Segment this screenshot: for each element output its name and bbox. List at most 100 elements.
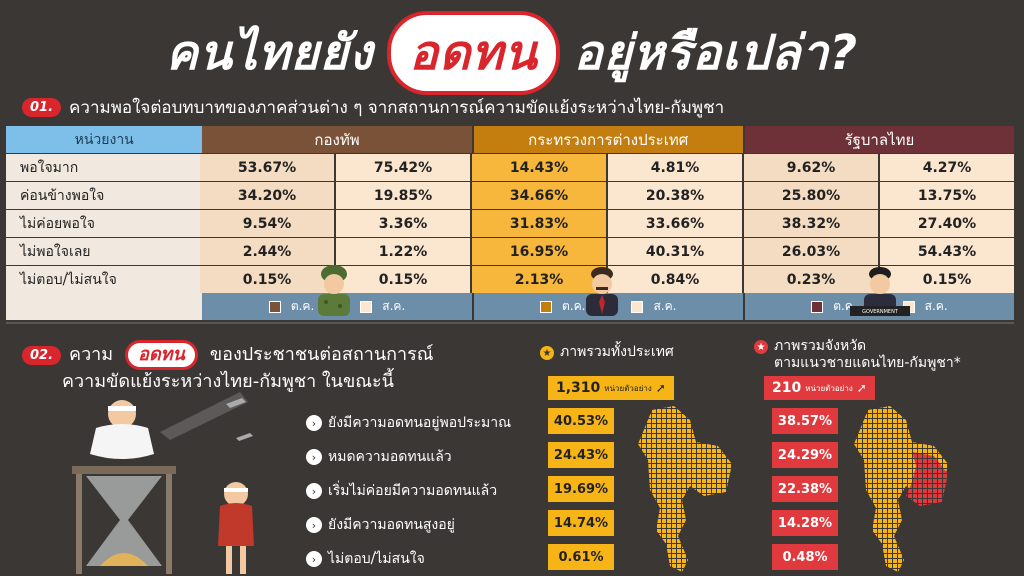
star-icon: ★ bbox=[754, 340, 768, 354]
section2-number: 02. bbox=[22, 345, 62, 365]
cursor-icon: ➚ bbox=[856, 381, 867, 395]
national-value: 24.43% bbox=[548, 442, 614, 468]
section2-title-highlight: อดทน bbox=[125, 340, 198, 370]
legend-swatch-a bbox=[268, 300, 281, 313]
border-value: 38.57% bbox=[772, 408, 838, 434]
value-cell: 2.44% bbox=[200, 238, 334, 265]
section1-title: ความพอใจต่อบทบาทของภาคส่วนต่าง ๆ จากสถาน… bbox=[69, 98, 725, 118]
section2-title-line2: ความขัดแย้งระหว่างไทย-กัมพูชา ในขณะนี้ bbox=[62, 371, 394, 392]
section2-header: 02. ความ อดทน ของประชาชนต่อสถานการณ์ bbox=[22, 340, 434, 370]
value-cell: 19.85% bbox=[336, 182, 470, 209]
value-cell: 34.66% bbox=[472, 182, 606, 209]
national-value: 0.61% bbox=[548, 544, 614, 570]
value-cell: 0.15% bbox=[200, 266, 334, 293]
satisfaction-table: หน่วยงาน กองทัพ กระทรวงการต่างประเทศ รัฐ… bbox=[6, 126, 1015, 320]
value-cell: 38.32% bbox=[744, 210, 878, 237]
group-cells: 0.23% 0.15% bbox=[744, 266, 1014, 293]
national-value: 14.74% bbox=[548, 510, 614, 536]
value-cell: 31.83% bbox=[472, 210, 606, 237]
legend-swatch-a bbox=[811, 300, 824, 313]
border-sample: 210 bbox=[772, 380, 802, 396]
legend-label-a: ต.ค. bbox=[290, 299, 315, 313]
value-cell: 25.80% bbox=[744, 182, 878, 209]
chevron-right-icon: › bbox=[306, 551, 322, 567]
national-value: 19.69% bbox=[548, 476, 614, 502]
list-item: › ยังมีความอดทนอยู่พอประมาณ bbox=[306, 408, 554, 438]
border-values: 38.57% 24.29% 22.38% 14.28% 0.48% bbox=[772, 408, 838, 576]
value-cell: 26.03% bbox=[744, 238, 878, 265]
row-label: พอใจมาก bbox=[6, 154, 200, 181]
header-label: หน่วยงาน bbox=[6, 126, 203, 153]
row-label: ไม่ตอบ/ไม่สนใจ bbox=[6, 266, 200, 293]
list-item: › หมดความอดทนแล้ว bbox=[306, 442, 554, 472]
border-label-2: ตามแนวชายแดนไทย-กัมพูชา* bbox=[774, 355, 961, 371]
diplomat-icon bbox=[586, 267, 618, 316]
border-sample-unit: หน่วยตัวอย่าง bbox=[805, 383, 853, 393]
group-cells: 2.44% 1.22% bbox=[200, 238, 470, 265]
table-row: ค่อนข้างพอใจ 34.20% 19.85% 34.66% 20.38% 25.8… bbox=[6, 182, 1014, 209]
row-label: ไม่ค่อยพอใจ bbox=[6, 210, 200, 237]
table-header-row: หน่วยงาน กองทัพ กระทรวงการต่างประเทศ รัฐ… bbox=[6, 126, 1015, 153]
row-label: ค่อนข้างพอใจ bbox=[6, 182, 200, 209]
value-cell: 0.15% bbox=[336, 266, 470, 293]
header-foreign-ministry: กระทรวงการต่างประเทศ bbox=[473, 126, 743, 153]
national-header: ★ ภาพรวมทั้งประเทศ bbox=[540, 344, 674, 361]
main-title: คนไทยยัง อดทน อยู่หรือเปล่า? bbox=[0, 11, 1024, 95]
group-cells: 53.67% 75.42% bbox=[200, 154, 470, 181]
border-value: 22.38% bbox=[772, 476, 838, 502]
national-sample-box: 1,310 หน่วยตัวอย่าง ➚ bbox=[548, 376, 674, 400]
thailand-map-national-icon bbox=[638, 406, 732, 572]
value-cell: 16.95% bbox=[472, 238, 606, 265]
legend-swatch-b bbox=[631, 300, 644, 313]
group-cells: 2.13% 0.84% bbox=[472, 266, 742, 293]
value-cell: 33.66% bbox=[608, 210, 742, 237]
chevron-right-icon: › bbox=[306, 517, 322, 533]
answer-label: เริ่มไม่ค่อยมีความอดทนแล้ว bbox=[328, 483, 498, 499]
value-cell: 54.43% bbox=[880, 238, 1014, 265]
national-values: 40.53% 24.43% 19.69% 14.74% 0.61% bbox=[548, 408, 614, 576]
chevron-right-icon: › bbox=[306, 483, 322, 499]
table-row: ไม่พอใจเลย 2.44% 1.22% 16.95% 40.31% 26.03% 54… bbox=[6, 238, 1014, 265]
group-cells: 0.15% 0.15% bbox=[200, 266, 470, 293]
value-cell: 27.40% bbox=[880, 210, 1014, 237]
value-cell: 34.20% bbox=[200, 182, 334, 209]
value-cell: 9.54% bbox=[200, 210, 334, 237]
legend-spacer bbox=[6, 293, 203, 320]
border-header: ★ ภาพรวมจังหวัด ตามแนวชายแดนไทย-กัมพูชา* bbox=[754, 338, 961, 372]
row-label: ไม่พอใจเลย bbox=[6, 238, 200, 265]
border-value: 0.48% bbox=[772, 544, 838, 570]
legend-swatch-a bbox=[540, 300, 553, 313]
group-cells: 26.03% 54.43% bbox=[744, 238, 1014, 265]
national-label: ภาพรวมทั้งประเทศ bbox=[560, 344, 674, 360]
section2-title-pre: ความ bbox=[69, 344, 114, 365]
hourglass-illustration-icon bbox=[72, 392, 254, 574]
legend-label-b: ส.ค. bbox=[924, 299, 948, 313]
group-cells: 14.43% 4.81% bbox=[472, 154, 742, 181]
value-cell: 3.36% bbox=[336, 210, 470, 237]
value-cell: 2.13% bbox=[472, 266, 606, 293]
value-cell: 53.67% bbox=[200, 154, 334, 181]
list-item: › ไม่ตอบ/ไม่สนใจ bbox=[306, 544, 554, 574]
value-cell: 20.38% bbox=[608, 182, 742, 209]
section2-box bbox=[6, 322, 1014, 576]
title-pre: คนไทยยัง bbox=[165, 25, 374, 81]
value-cell: 0.23% bbox=[744, 266, 878, 293]
table-row: พอใจมาก 53.67% 75.42% 14.43% 4.81% 9.62% 4.27% bbox=[6, 154, 1014, 181]
value-cell: 0.15% bbox=[880, 266, 1014, 293]
value-cell: 75.42% bbox=[336, 154, 470, 181]
value-cell: 1.22% bbox=[336, 238, 470, 265]
value-cell: 0.84% bbox=[608, 266, 742, 293]
value-cell: 14.43% bbox=[472, 154, 606, 181]
group-cells: 9.54% 3.36% bbox=[200, 210, 470, 237]
national-value: 40.53% bbox=[548, 408, 614, 434]
group-cells: 25.80% 13.75% bbox=[744, 182, 1014, 209]
table-row: ไม่ตอบ/ไม่สนใจ 0.15% 0.15% 2.13% 0.84% 0.23% 0… bbox=[6, 266, 1014, 293]
section2-title-post: ของประชาชนต่อสถานการณ์ bbox=[209, 344, 434, 365]
value-cell: 9.62% bbox=[744, 154, 878, 181]
group-cells: 9.62% 4.27% bbox=[744, 154, 1014, 181]
legend-label-a: ต.ค. bbox=[562, 299, 586, 313]
list-item: › ยังมีความอดทนสูงอยู่ bbox=[306, 510, 554, 540]
answer-label: ยังมีความอดทนสูงอยู่ bbox=[328, 517, 455, 533]
soldier-icon bbox=[318, 265, 350, 316]
